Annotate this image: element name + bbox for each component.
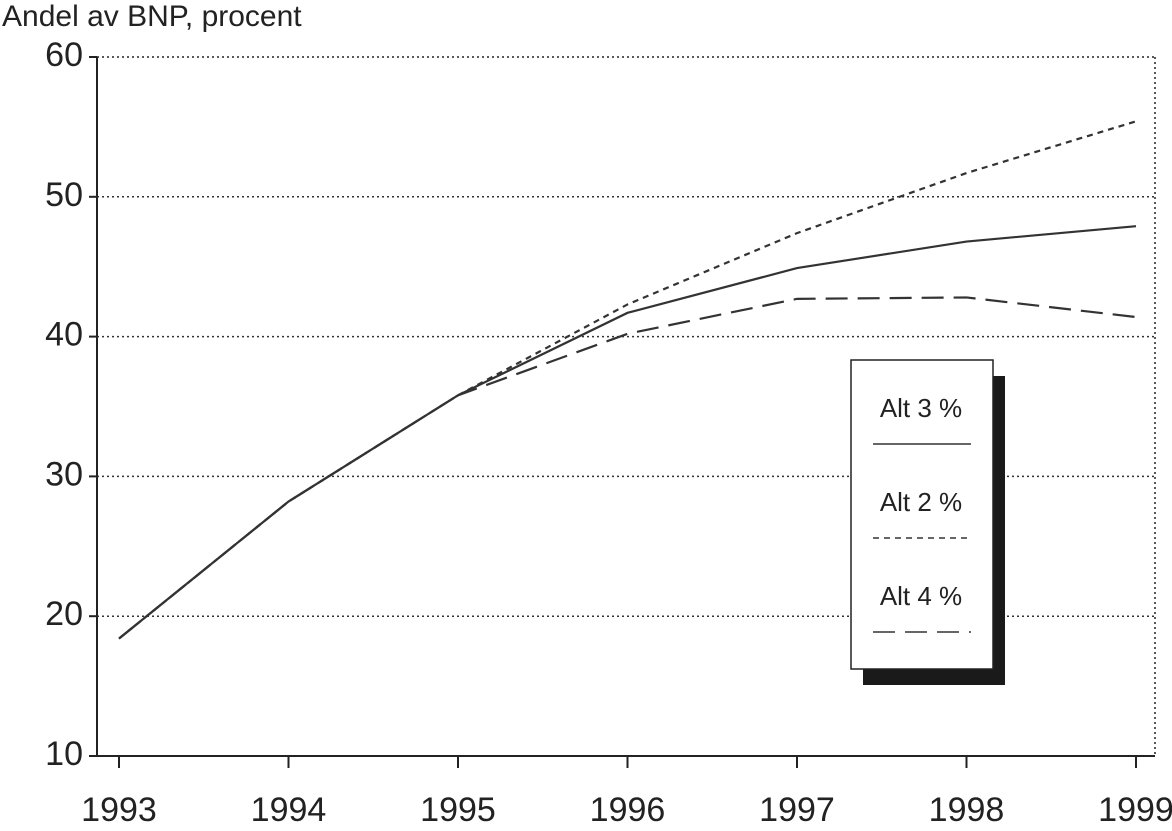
series-line bbox=[118, 120, 1137, 640]
x-tick-label: 1997 bbox=[759, 791, 835, 829]
x-tick-label: 1999 bbox=[1098, 791, 1172, 829]
x-tick-label: 1994 bbox=[251, 791, 327, 829]
y-tick-label: 40 bbox=[45, 316, 83, 354]
legend-label: Alt 2 % bbox=[880, 487, 962, 517]
series-line bbox=[118, 296, 1137, 640]
x-tick-label: 1998 bbox=[929, 791, 1005, 829]
x-tick-label: 1993 bbox=[81, 791, 157, 829]
y-tick-label: 10 bbox=[45, 735, 83, 773]
x-tick-label: 1995 bbox=[420, 791, 496, 829]
y-tick-label: 30 bbox=[45, 455, 83, 493]
y-axis-label: Andel av BNP, procent bbox=[2, 0, 302, 33]
y-tick-label: 60 bbox=[45, 36, 83, 74]
legend-box bbox=[850, 359, 994, 670]
y-tick-label: 20 bbox=[45, 595, 83, 633]
legend-label: Alt 4 % bbox=[880, 581, 962, 611]
x-tick-label: 1996 bbox=[590, 791, 666, 829]
legend-label: Alt 3 % bbox=[880, 393, 962, 423]
series-line bbox=[118, 225, 1137, 640]
y-tick-label: 50 bbox=[45, 176, 83, 214]
